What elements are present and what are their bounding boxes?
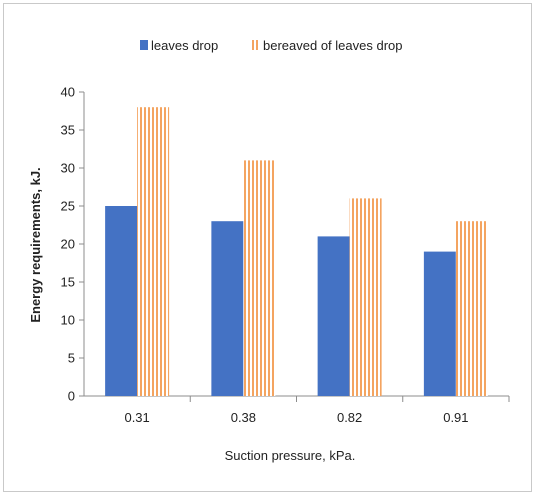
bar-bereaved-of-leaves-drop-0.38 [243,160,276,396]
legend-swatch-bereaved-of-leaves-drop [252,40,260,50]
legend-label-leaves-drop: leaves drop [151,38,218,53]
y-tick-label: 20 [61,237,75,252]
y-tick-label: 25 [61,199,75,214]
bar-bereaved-of-leaves-drop-0.82 [349,198,382,396]
bar-bereaved-of-leaves-drop-0.91 [455,221,488,396]
y-tick-label: 35 [61,123,75,138]
x-tick-label: 0.38 [231,410,256,425]
y-tick-label: 10 [61,313,75,328]
y-tick-label: 30 [61,161,75,176]
bar-bereaved-of-leaves-drop-0.31 [137,107,170,396]
y-tick-label: 5 [68,351,75,366]
bar-leaves-drop-0.31 [105,206,138,396]
y-tick-label: 0 [68,389,75,404]
x-tick-label: 0.91 [443,410,468,425]
legend-swatch-leaves-drop [140,40,148,50]
y-tick-label: 40 [61,85,75,100]
bar-leaves-drop-0.38 [211,221,244,396]
y-tick-label: 15 [61,275,75,290]
y-axis-title: Energy requirements, kJ. [28,167,43,322]
x-tick-label: 0.31 [124,410,149,425]
legend: leaves drop bereaved of leaves drop [140,38,402,53]
bar-leaves-drop-0.82 [317,236,350,396]
bar-leaves-drop-0.91 [423,251,456,396]
legend-label-bereaved-of-leaves-drop: bereaved of leaves drop [263,38,402,53]
x-axis-title: Suction pressure, kPa. [225,448,356,463]
x-tick-label: 0.82 [337,410,362,425]
plot-area: 0 5 10 15 20 25 30 35 40 0.31 0.38 0.82 0.91 [61,85,510,425]
